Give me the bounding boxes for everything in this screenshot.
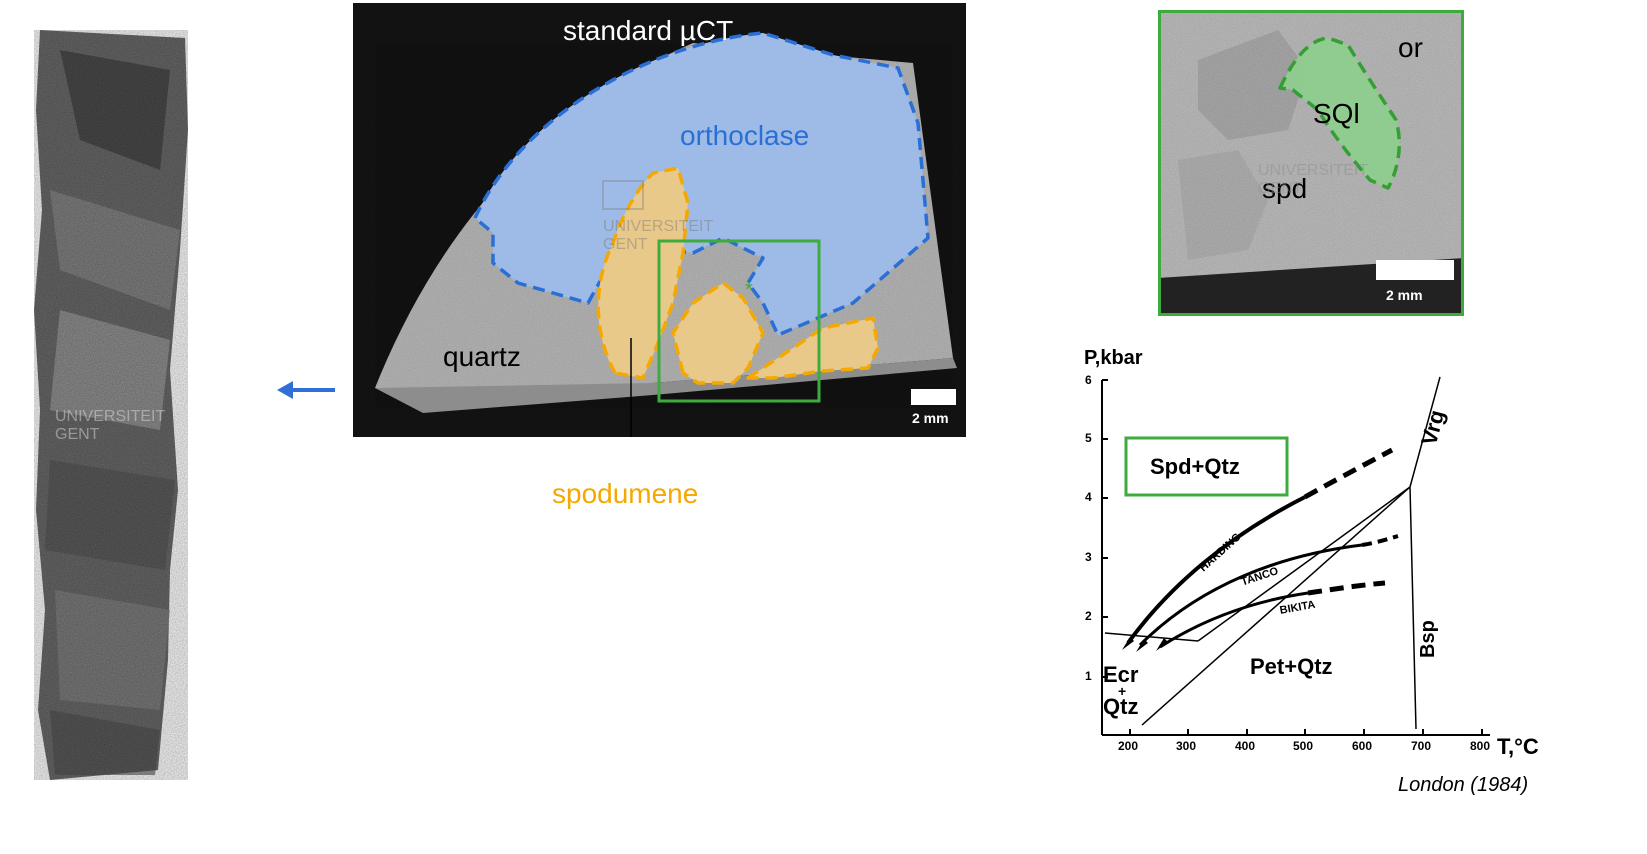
bikita-curve: [1159, 591, 1309, 649]
spd-pet-to-vrg: [1197, 486, 1411, 642]
zoom-scale-bar: [1376, 260, 1454, 280]
ct-watermark-line2: GENT: [603, 236, 648, 253]
phase-diagram: [1101, 376, 1490, 736]
spodumene-region-right: [746, 316, 880, 380]
ct-watermark-line1: UNIVERSITEIT: [603, 218, 714, 235]
curve-start-arrows: [1122, 637, 1168, 652]
petalite-spodumene-boundary: [1141, 486, 1411, 726]
zoom-panel: [1158, 10, 1464, 316]
harding-curve: [1126, 495, 1306, 645]
field-bsp: Bsp: [1417, 620, 1439, 658]
phase-credit: London (1984): [1398, 774, 1529, 796]
spodumene-label: spodumene: [552, 478, 699, 509]
phase-x-tick-800: 800: [1470, 739, 1491, 753]
field-spd-qtz: Spd+Qtz: [1150, 454, 1240, 479]
orthoclase-label: orthoclase: [680, 120, 810, 151]
bikita-curve-dashed: [1307, 580, 1386, 596]
ct-scale-label: 2 mm: [912, 410, 949, 426]
field-pet-qtz: Pet+Qtz: [1250, 654, 1333, 679]
sql-region: [1278, 36, 1402, 190]
tanco-curve-dashed: [1361, 534, 1399, 547]
phase-x-tick-500: 500: [1293, 739, 1314, 753]
asterisk-marker: *: [745, 279, 753, 301]
watermark-line1: UNIVERSITEIT: [55, 408, 166, 425]
ct-slice-panel: [353, 3, 966, 437]
core-watermark: UNIVERSITEIT GENT: [55, 408, 165, 444]
phase-x-tick-200: 200: [1118, 739, 1139, 753]
watermark-line2: GENT: [55, 426, 100, 443]
phase-x-axis-label: T,°C: [1497, 734, 1539, 759]
spodumene-region-lower: [671, 281, 765, 385]
phase-x-tick-700: 700: [1411, 739, 1432, 753]
field-ecr-qtz: Qtz: [1103, 694, 1139, 719]
zoom-scale-label: 2 mm: [1386, 287, 1423, 303]
core-link-arrow: [277, 381, 335, 399]
phase-y-axis-label: P,kbar: [1084, 347, 1143, 369]
highlight-box: [657, 239, 821, 403]
tanco-curve: [1138, 543, 1363, 647]
ct-title: standard µCT: [563, 15, 734, 46]
zoom-border: [1158, 10, 1464, 316]
phase-x-ticks: [1129, 729, 1483, 735]
ct-scale-bar: [911, 389, 956, 405]
quartz-label: quartz: [443, 341, 521, 372]
zoom-or-label: or: [1398, 32, 1423, 63]
ct-watermark: [602, 180, 644, 210]
zoom-sql-label: SQl: [1313, 98, 1360, 129]
zoom-spd-label: spd: [1262, 173, 1308, 204]
phase-x-tick-600: 600: [1352, 739, 1373, 753]
field-ecr: Ecr: [1103, 662, 1139, 687]
zoom-watermark-text: UNIVERSITEIT GENT: [1258, 162, 1368, 198]
vrg-boundary: [1409, 376, 1441, 488]
core-link-arrow-head: [277, 381, 293, 399]
phase-y-tick-6: 6: [1085, 373, 1092, 387]
phase-y-tick-5: 5: [1085, 431, 1092, 445]
phase-y-tick-3: 3: [1085, 550, 1092, 564]
core-image: [34, 30, 188, 780]
phase-y-tick-2: 2: [1085, 609, 1092, 623]
eucryptite-boundary: [1104, 632, 1199, 642]
phase-y-ticks: [1102, 379, 1108, 678]
spd-qtz-box: [1124, 436, 1289, 497]
ct-watermark-text: UNIVERSITEIT GENT: [603, 218, 713, 254]
zoom-watermark-line1: UNIVERSITEIT: [1258, 162, 1369, 179]
phase-y-tick-1: 1: [1085, 669, 1092, 683]
phase-x-tick-300: 300: [1176, 739, 1197, 753]
harding-curve-dashed: [1303, 447, 1394, 500]
phase-x-tick-400: 400: [1235, 739, 1256, 753]
spodumene-region-main: [596, 166, 690, 380]
field-ecr-plus: +: [1118, 683, 1127, 699]
phase-y-tick-4: 4: [1085, 490, 1092, 504]
zoom-watermark-line2: GENT: [1258, 180, 1303, 197]
bsp-boundary: [1409, 486, 1417, 730]
